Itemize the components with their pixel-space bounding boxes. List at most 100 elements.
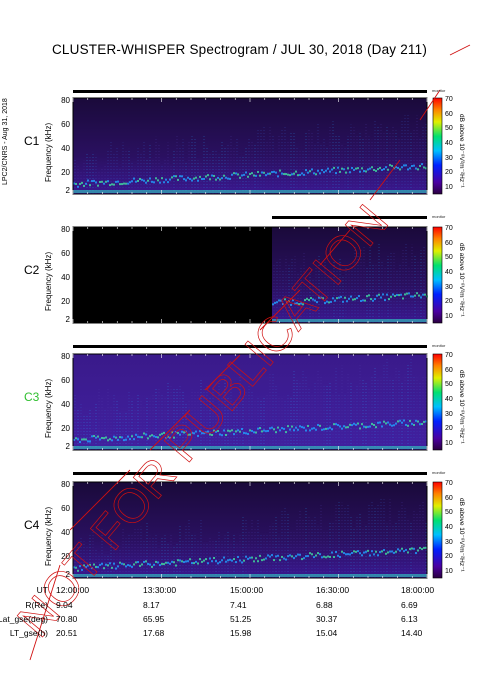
spectrogram-area [73, 98, 427, 194]
y-tick-label: 60 [61, 120, 70, 129]
colorbar-tick-label: 70 [445, 96, 453, 103]
y-tick-label: 60 [61, 376, 70, 385]
colorbar-tick-label: 30 [445, 538, 453, 546]
ephem-label-lt: LT_gse(h) [9, 628, 48, 638]
ephem-label-lat: Lat_gse(deg) [0, 614, 48, 624]
ephemeris-value: 15.04 [316, 628, 338, 638]
y-tick-label: 20 [61, 552, 70, 561]
spacecraft-label: C3 [24, 390, 40, 404]
colorbar-tick-label: 70 [445, 352, 453, 359]
ephemeris-value: 70.80 [56, 614, 78, 624]
colorbar-tick-label: 40 [445, 396, 453, 403]
colorbar-tick-label: 30 [445, 154, 453, 162]
y-tick-label: 60 [61, 504, 70, 513]
y-tick-label: 2 [65, 442, 70, 451]
spectral-texture [73, 358, 427, 450]
ephemeris-value: 9.04 [56, 600, 73, 610]
colorbar-tick-label: 50 [445, 381, 453, 389]
y-tick-label: 40 [61, 273, 70, 282]
no-data-region [73, 227, 272, 323]
y-tick-label: 40 [61, 528, 70, 537]
ephemeris-value: 7.41 [230, 600, 247, 610]
monitor-label: monitor [432, 470, 446, 475]
spacecraft-label: C4 [24, 518, 40, 532]
colorbar-tick-label: 20 [445, 298, 453, 306]
colorbar-tick-label: 10 [445, 184, 453, 191]
y-tick-label: 20 [61, 297, 70, 306]
colorbar-tick-label: 60 [445, 366, 453, 374]
y-tick-label: 80 [61, 96, 70, 105]
colorbar-label: dB above 10⁻⁸V²m⁻²Hz⁻¹ [458, 370, 465, 444]
colorbar-tick-label: 10 [445, 568, 453, 575]
monitor-bar [272, 216, 427, 219]
ephemeris-value: 8.17 [143, 600, 160, 610]
spacecraft-label: C1 [24, 134, 40, 148]
colorbar-tick-label: 70 [445, 225, 453, 232]
colorbar [432, 226, 443, 324]
ephem-label-r: R(Re) [25, 600, 48, 610]
colorbar-tick-label: 30 [445, 410, 453, 418]
x-tick-label: 12:00:00 [56, 585, 90, 595]
x-tick-label: 18:00:00 [401, 585, 435, 595]
spacecraft-label: C2 [24, 263, 40, 277]
y-tick-label: 60 [61, 249, 70, 258]
ephemeris-value: 14.40 [401, 628, 423, 638]
colorbar [432, 481, 443, 579]
y-axis-label: Frequency (kHz) [44, 122, 53, 182]
ephemeris-value: 65.95 [143, 614, 165, 624]
x-tick-label: 13:30:00 [143, 585, 177, 595]
colorbar-tick-label: 20 [445, 169, 453, 177]
y-tick-label: 80 [61, 480, 70, 489]
ephemeris-value: 15.98 [230, 628, 252, 638]
y-tick-label: 2 [65, 570, 70, 579]
y-tick-label: 20 [61, 168, 70, 177]
y-axis-label: Frequency (kHz) [44, 378, 53, 438]
colorbar-tick-label: 60 [445, 239, 453, 247]
colorbar-tick-label: 40 [445, 269, 453, 276]
y-tick-label: 2 [65, 315, 70, 324]
monitor-label: monitor [432, 88, 446, 93]
y-tick-label: 80 [61, 225, 70, 234]
ephemeris-value: 30.37 [316, 614, 338, 624]
y-tick-label: 40 [61, 400, 70, 409]
panel-c2 [72, 216, 443, 324]
y-tick-label: 2 [65, 186, 70, 195]
colorbar-label: dB above 10⁻⁸V²m⁻²Hz⁻¹ [458, 114, 465, 188]
colorbar [432, 353, 443, 451]
colorbar-tick-label: 20 [445, 425, 453, 433]
colorbar-label: dB above 10⁻⁸V²m⁻²Hz⁻¹ [458, 498, 465, 572]
y-tick-label: 40 [61, 144, 70, 153]
colorbar-tick-label: 50 [445, 125, 453, 133]
ephemeris-value: 20.51 [56, 628, 78, 638]
chart-title: CLUSTER-WHISPER Spectrogram / JUL 30, 20… [51, 42, 428, 57]
colorbar-tick-label: 50 [445, 254, 453, 262]
ephem-label-ut: UT [36, 585, 48, 595]
colorbar-tick-label: 40 [445, 524, 453, 531]
y-axis-label: Frequency (kHz) [44, 506, 53, 566]
y-axis-label: Frequency (kHz) [44, 251, 53, 311]
ephemeris-value: 6.69 [401, 600, 418, 610]
colorbar-tick-label: 60 [445, 110, 453, 118]
monitor-label: monitor [432, 343, 446, 348]
y-tick-label: 80 [61, 352, 70, 361]
ephemeris-value: 17.68 [143, 628, 165, 638]
colorbar-tick-label: 30 [445, 283, 453, 291]
monitor-bar [73, 472, 427, 475]
colorbar-tick-label: 20 [445, 553, 453, 561]
monitor-bar [73, 90, 427, 93]
panel-c1 [72, 90, 443, 195]
panel-c3 [72, 345, 443, 451]
x-tick-label: 16:30:00 [316, 585, 350, 595]
colorbar-tick-label: 60 [445, 494, 453, 502]
colorbar-tick-label: 10 [445, 440, 453, 447]
y-tick-label: 20 [61, 424, 70, 433]
spectral-texture [272, 243, 428, 323]
ephemeris-value: 6.88 [316, 600, 333, 610]
x-tick-label: 15:00:00 [230, 585, 264, 595]
ephemeris-value: 51.25 [230, 614, 252, 624]
panel-c4 [72, 472, 443, 579]
monitor-bar [73, 345, 427, 348]
monitor-label: monitor [432, 214, 446, 219]
colorbar-label: dB above 10⁻⁸V²m⁻²Hz⁻¹ [458, 243, 465, 317]
